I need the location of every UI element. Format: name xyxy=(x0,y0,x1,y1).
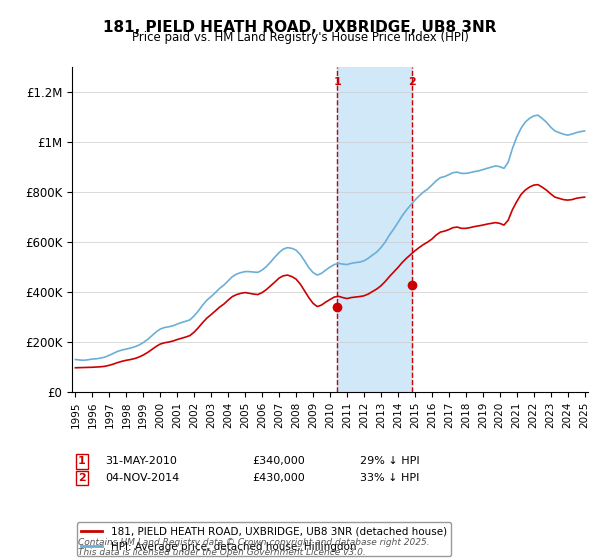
Legend: 181, PIELD HEATH ROAD, UXBRIDGE, UB8 3NR (detached house), HPI: Average price, d: 181, PIELD HEATH ROAD, UXBRIDGE, UB8 3NR… xyxy=(77,522,451,556)
Text: 31-MAY-2010: 31-MAY-2010 xyxy=(105,456,177,466)
Text: 1: 1 xyxy=(78,456,86,466)
Text: Contains HM Land Registry data © Crown copyright and database right 2025.
This d: Contains HM Land Registry data © Crown c… xyxy=(78,538,430,557)
Text: 33% ↓ HPI: 33% ↓ HPI xyxy=(360,473,419,483)
Bar xyxy=(337,67,412,392)
Text: £340,000: £340,000 xyxy=(252,456,305,466)
Text: Price paid vs. HM Land Registry's House Price Index (HPI): Price paid vs. HM Land Registry's House … xyxy=(131,31,469,44)
Text: £430,000: £430,000 xyxy=(252,473,305,483)
Text: 29% ↓ HPI: 29% ↓ HPI xyxy=(360,456,419,466)
Text: 1: 1 xyxy=(333,77,341,87)
Text: 2: 2 xyxy=(408,77,416,87)
Text: 2: 2 xyxy=(78,473,86,483)
Text: 04-NOV-2014: 04-NOV-2014 xyxy=(105,473,179,483)
Text: 181, PIELD HEATH ROAD, UXBRIDGE, UB8 3NR: 181, PIELD HEATH ROAD, UXBRIDGE, UB8 3NR xyxy=(103,20,497,35)
